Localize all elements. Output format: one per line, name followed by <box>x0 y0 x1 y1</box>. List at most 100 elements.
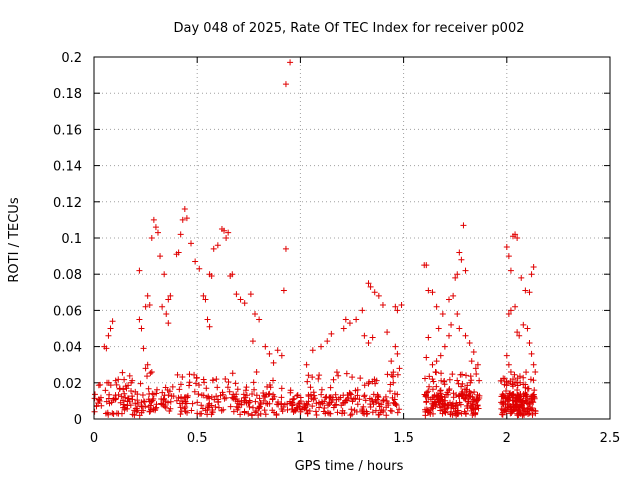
data-point <box>278 352 285 359</box>
y-tick-label: 0.2 <box>61 51 82 66</box>
data-point <box>162 398 169 405</box>
data-point <box>450 390 457 397</box>
data-point <box>251 386 258 393</box>
data-point <box>472 365 479 372</box>
data-point <box>158 400 165 407</box>
data-point <box>134 400 141 407</box>
data-point <box>324 338 331 345</box>
data-point <box>324 409 331 416</box>
data-point <box>357 375 364 382</box>
data-point <box>441 343 448 350</box>
data-point <box>183 215 190 222</box>
data-point <box>215 404 222 411</box>
data-point <box>220 406 227 413</box>
data-point <box>255 412 262 419</box>
data-point <box>422 412 429 419</box>
data-point <box>125 395 132 402</box>
data-point <box>453 400 460 407</box>
data-point <box>516 332 523 339</box>
data-point <box>371 376 378 383</box>
data-point <box>217 392 224 399</box>
data-point <box>116 385 123 392</box>
data-point <box>468 407 475 414</box>
data-point <box>173 397 180 404</box>
data-point <box>430 394 437 401</box>
data-point <box>438 393 445 400</box>
data-point <box>422 375 429 382</box>
data-point <box>454 311 461 318</box>
data-point <box>475 405 482 412</box>
data-point <box>112 377 119 384</box>
data-point <box>429 386 436 393</box>
data-point <box>261 407 268 414</box>
data-point <box>449 400 456 407</box>
data-point <box>507 403 514 410</box>
data-point <box>208 273 215 280</box>
data-point <box>450 405 457 412</box>
data-point <box>503 352 510 359</box>
data-point <box>219 389 226 396</box>
data-point <box>348 406 355 413</box>
data-point <box>173 251 180 258</box>
data-point <box>126 372 133 379</box>
data-point <box>201 379 208 386</box>
data-point <box>184 409 191 416</box>
data-point <box>178 393 185 400</box>
data-point <box>474 397 481 404</box>
data-point <box>392 303 399 310</box>
data-point <box>359 307 366 314</box>
data-point <box>270 377 277 384</box>
data-point <box>371 289 378 296</box>
data-point <box>249 390 256 397</box>
data-point <box>251 311 258 318</box>
data-point <box>464 382 471 389</box>
x-tick-label: 2.5 <box>600 431 621 446</box>
data-point <box>105 411 112 418</box>
data-point <box>309 403 316 410</box>
data-point <box>513 401 520 408</box>
data-point <box>237 411 244 418</box>
data-point <box>522 287 529 294</box>
data-point <box>247 291 254 298</box>
data-point <box>257 410 264 417</box>
y-tick-label: 0.12 <box>53 196 82 211</box>
data-point <box>473 370 480 377</box>
data-point <box>196 265 203 272</box>
data-point <box>468 358 475 365</box>
data-point <box>505 311 512 318</box>
data-point <box>392 343 399 350</box>
data-point <box>532 368 539 375</box>
data-point <box>347 390 354 397</box>
data-point <box>528 271 535 278</box>
data-point <box>129 377 136 384</box>
data-point <box>145 385 152 392</box>
data-point <box>221 227 228 234</box>
data-point <box>145 396 152 403</box>
data-point <box>249 404 256 411</box>
data-point <box>435 325 442 332</box>
data-point <box>102 387 109 394</box>
data-point <box>350 396 357 403</box>
data-point <box>154 229 161 236</box>
data-point <box>365 339 372 346</box>
data-point <box>332 391 339 398</box>
data-point <box>353 316 360 323</box>
data-point <box>147 370 154 377</box>
data-point <box>361 393 368 400</box>
data-point <box>206 400 213 407</box>
data-point <box>528 406 535 413</box>
data-point <box>210 245 217 252</box>
data-point <box>530 361 537 368</box>
data-point <box>445 391 452 398</box>
data-point <box>137 380 144 387</box>
data-point <box>225 229 232 236</box>
data-point <box>167 398 174 405</box>
data-point <box>229 394 236 401</box>
data-point <box>433 383 440 390</box>
data-point <box>509 380 516 387</box>
data-point <box>266 350 273 357</box>
data-point <box>270 409 277 416</box>
data-point <box>198 402 205 409</box>
data-point <box>262 411 269 418</box>
